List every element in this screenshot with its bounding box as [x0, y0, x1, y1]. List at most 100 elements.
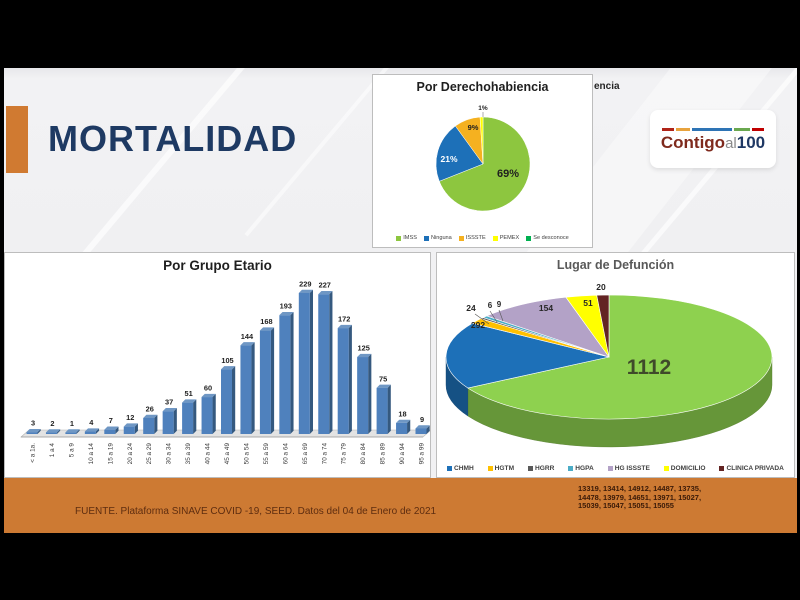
legend-swatch [527, 466, 533, 471]
bar-top [123, 423, 138, 427]
legend-swatch [492, 235, 498, 241]
pie-value-label: 292 [471, 320, 485, 330]
bar [357, 357, 369, 434]
x-axis-tick-label: 10 a 14 [88, 443, 95, 465]
legend-swatch [487, 466, 493, 471]
bar-side [251, 342, 255, 434]
bar-value-label: 172 [338, 315, 350, 324]
bar-side [309, 289, 313, 434]
bar-side [56, 429, 61, 434]
bar-top [318, 291, 333, 295]
bar-side [407, 419, 411, 434]
bar-grupo-etario-chart: 3 < a 1a. 2 1 a 4 1 5 a 9 4 10 a 14 7 15 a 19 12 20… [20, 280, 430, 465]
legend-label: IMSS [403, 235, 417, 241]
x-axis-tick-label: 65 a 69 [302, 443, 309, 465]
pie-value-label: 24 [466, 303, 476, 313]
bar-top [26, 428, 41, 433]
bar [376, 387, 388, 434]
bar [45, 432, 57, 434]
bar-value-label: 3 [31, 419, 35, 428]
bar-top [298, 289, 313, 294]
hidden-title-fragment: encia [594, 81, 620, 92]
pie-percent-label: 69% [497, 168, 519, 180]
background-streak [51, 68, 263, 252]
pie-lugar-title: Lugar de Defunción [556, 258, 675, 272]
x-axis-tick-label: 60 a 64 [282, 443, 289, 465]
bar-top [182, 399, 197, 403]
bar-value-label: 26 [146, 404, 154, 413]
bar-side [193, 399, 197, 434]
bar-side [387, 384, 391, 434]
bar [104, 429, 116, 434]
bar-top [221, 366, 236, 370]
bar-side [368, 353, 372, 434]
logo-text: Contigoal100 [661, 134, 765, 151]
panel-por-derechohabiencia: Por Derechohabiencia 69% 21% 9% 1% IMSS Ning… [372, 74, 593, 248]
bar-top [84, 428, 100, 432]
bar-side [173, 408, 177, 434]
pie-slice-IMSS [438, 116, 531, 212]
bar [298, 293, 310, 434]
bar-grupo-etario-title: Por Grupo Etario [163, 258, 272, 273]
bar-value-label: 12 [126, 413, 134, 422]
x-axis-tick-label: 70 a 74 [321, 443, 328, 465]
bar-top [201, 393, 216, 398]
legend-label: HGTM [494, 465, 515, 472]
bar-value-label: 168 [260, 317, 272, 326]
x-axis-tick-label: 95 a 99 [419, 443, 426, 465]
logo-word-al: al [725, 134, 737, 152]
folio-line: 13319, 13414, 14912, 14487, 13735, [578, 484, 702, 493]
legend-label: HGPA [575, 465, 594, 472]
legend-item-HG ISSSTE: HG ISSSTE [607, 465, 650, 472]
pie3d-slice-HG ISSSTE [485, 296, 610, 358]
legend-label: Se desconoce [533, 235, 569, 241]
bar-value-label: 227 [319, 281, 331, 290]
legend-label: HGRR [534, 465, 555, 472]
legend-swatch [447, 466, 452, 471]
bar [240, 345, 252, 434]
legend-swatch [719, 466, 725, 471]
bar-side [115, 426, 119, 434]
legend-item-HGTM: HGTM [487, 465, 515, 472]
legend-item-CHMH: CHMH [447, 465, 474, 472]
bar-value-label: 4 [89, 418, 94, 427]
bar-top [104, 426, 119, 430]
x-axis-tick-label: 20 a 24 [127, 443, 134, 465]
pie-slice-Ninguna [435, 125, 484, 182]
legend-item-HGRR: HGRR [527, 465, 555, 472]
x-axis-tick-label: < a 1a. [30, 443, 37, 463]
pie-value-label: 20 [596, 282, 606, 292]
legend-item-IMSS: IMSS [396, 235, 417, 241]
bar-side [290, 311, 294, 434]
bar-value-label: 7 [109, 416, 113, 425]
legend-item-HGPA: HGPA [568, 465, 594, 472]
source-text: FUENTE. Plataforma SINAVE COVID -19, SEE… [75, 506, 437, 517]
x-axis-tick-label: 45 a 49 [224, 443, 231, 465]
bar-value-label: 125 [357, 344, 369, 353]
bar [84, 431, 96, 434]
legend-swatch [396, 235, 402, 241]
legend-item-ISSSTE: ISSSTE [458, 235, 486, 241]
bar-top [279, 311, 294, 316]
bar-side [154, 414, 158, 434]
bar [123, 426, 135, 434]
legend-label: CHMH [454, 465, 474, 472]
bar [279, 315, 291, 434]
bar [259, 330, 271, 434]
bar [143, 417, 155, 434]
bar-side [329, 291, 333, 434]
page-title: MORTALIDAD [48, 118, 298, 159]
legend-label: DOMICILIO [670, 465, 706, 472]
legend-label: PEMEX [499, 235, 520, 241]
bar-top [240, 342, 255, 346]
bar [26, 432, 38, 434]
legend-item-Ninguna: Ninguna [423, 235, 452, 241]
bar-value-label: 18 [398, 409, 406, 418]
bar-side [232, 366, 236, 434]
bar [65, 432, 77, 434]
label-leader-line [489, 310, 498, 323]
label-leader-line [498, 309, 504, 322]
bar-value-label: 9 [420, 415, 424, 424]
pie-percent-label: 9% [468, 123, 479, 132]
bar-value-label: 2 [50, 419, 54, 428]
